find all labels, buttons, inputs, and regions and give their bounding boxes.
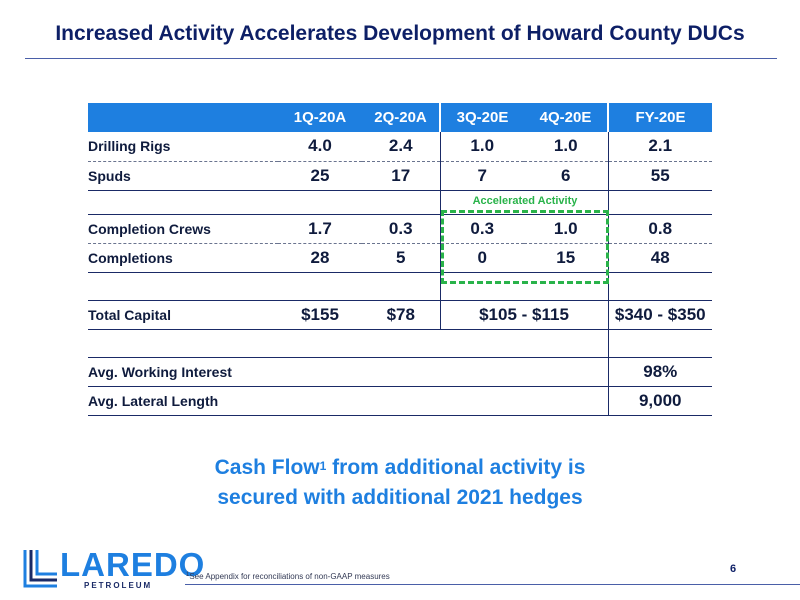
cell-value: $340 - $350 bbox=[607, 300, 712, 330]
cell-value: 55 bbox=[607, 161, 712, 191]
cell-value: 0.3 bbox=[439, 214, 524, 244]
title-divider bbox=[25, 58, 777, 59]
header-1q-20a: 1Q-20A bbox=[278, 103, 362, 132]
cell-value: $105 - $115 bbox=[439, 300, 608, 330]
cell-value: 98% bbox=[607, 357, 712, 387]
row-label: Completion Crews bbox=[88, 214, 278, 244]
header-fy-20e: FY-20E bbox=[607, 103, 712, 132]
cell-value: $78 bbox=[362, 300, 440, 330]
table-row-completions: Completions 28 5 0 15 48 bbox=[88, 243, 712, 273]
cell-value: 0.3 bbox=[362, 214, 440, 244]
header-blank-cell bbox=[88, 103, 278, 132]
cell-value: 1.0 bbox=[439, 132, 524, 162]
cell-value: 15 bbox=[524, 243, 608, 273]
cell-value: 9,000 bbox=[607, 386, 712, 416]
row-label: Completions bbox=[88, 243, 278, 273]
logo-wordmark: LAREDO bbox=[60, 546, 206, 583]
spacer-row bbox=[88, 272, 712, 301]
table-row-completion-crews: Completion Crews 1.7 0.3 0.3 1.0 0.8 bbox=[88, 214, 712, 244]
cell-value: $155 bbox=[278, 300, 362, 330]
footer-divider bbox=[185, 584, 800, 585]
logo-subtitle: PETROLEUM bbox=[84, 581, 153, 590]
footnote: 1See Appendix for reconciliations of non… bbox=[186, 572, 390, 581]
table-row-spuds: Spuds 25 17 7 6 55 bbox=[88, 161, 712, 191]
accelerated-activity-label: Accelerated Activity bbox=[472, 195, 578, 207]
cell-value: 7 bbox=[439, 161, 524, 191]
cell-value: 25 bbox=[278, 161, 362, 191]
row-label: Spuds bbox=[88, 161, 278, 191]
row-label: Avg. Working Interest bbox=[88, 357, 608, 387]
row-label: Avg. Lateral Length bbox=[88, 386, 608, 416]
row-label: Total Capital bbox=[88, 300, 278, 330]
accelerated-activity-box bbox=[441, 210, 609, 284]
table-row-drilling-rigs: Drilling Rigs 4.0 2.4 1.0 1.0 2.1 bbox=[88, 132, 712, 162]
table-row-avg-working-interest: Avg. Working Interest 98% bbox=[88, 357, 712, 387]
spacer-row bbox=[88, 329, 712, 358]
header-4q-20e: 4Q-20E bbox=[524, 103, 608, 132]
table-row-avg-lateral-length: Avg. Lateral Length 9,000 bbox=[88, 386, 712, 416]
cell-value: 1.0 bbox=[524, 132, 608, 162]
cell-value: 0 bbox=[439, 243, 524, 273]
cell-value: 1.0 bbox=[524, 214, 608, 244]
page-number: 6 bbox=[730, 563, 737, 575]
page-title: Increased Activity Accelerates Developme… bbox=[55, 22, 745, 45]
callout-line-1: Cash Flow1 from additional activity is bbox=[214, 456, 586, 479]
header-3q-20e: 3Q-20E bbox=[439, 103, 524, 132]
header-2q-20a: 2Q-20A bbox=[362, 103, 440, 132]
laredo-logo: LAREDO PETROLEUM bbox=[23, 548, 204, 592]
cell-value: 28 bbox=[278, 243, 362, 273]
table-row-total-capital: Total Capital $155 $78 $105 - $115 $340 … bbox=[88, 300, 712, 330]
row-label: Drilling Rigs bbox=[88, 132, 278, 162]
cell-value: 48 bbox=[607, 243, 712, 273]
cell-value: 4.0 bbox=[278, 132, 362, 162]
spacer-row bbox=[88, 190, 712, 215]
cash-flow-callout: Cash Flow1 from additional activity is s… bbox=[0, 453, 800, 513]
cell-value: 0.8 bbox=[607, 214, 712, 244]
callout-line-2: secured with additional 2021 hedges bbox=[217, 486, 583, 509]
cell-value: 17 bbox=[362, 161, 440, 191]
cell-value: 1.7 bbox=[278, 214, 362, 244]
cell-value: 6 bbox=[524, 161, 608, 191]
activity-table: 1Q-20A 2Q-20A 3Q-20E 4Q-20E FY-20E Drill… bbox=[88, 103, 712, 416]
cell-value: 2.1 bbox=[607, 132, 712, 162]
cell-value: 2.4 bbox=[362, 132, 440, 162]
cell-value: 5 bbox=[362, 243, 440, 273]
logo-mark-icon bbox=[23, 550, 57, 588]
table-header-row: 1Q-20A 2Q-20A 3Q-20E 4Q-20E FY-20E bbox=[88, 103, 712, 132]
